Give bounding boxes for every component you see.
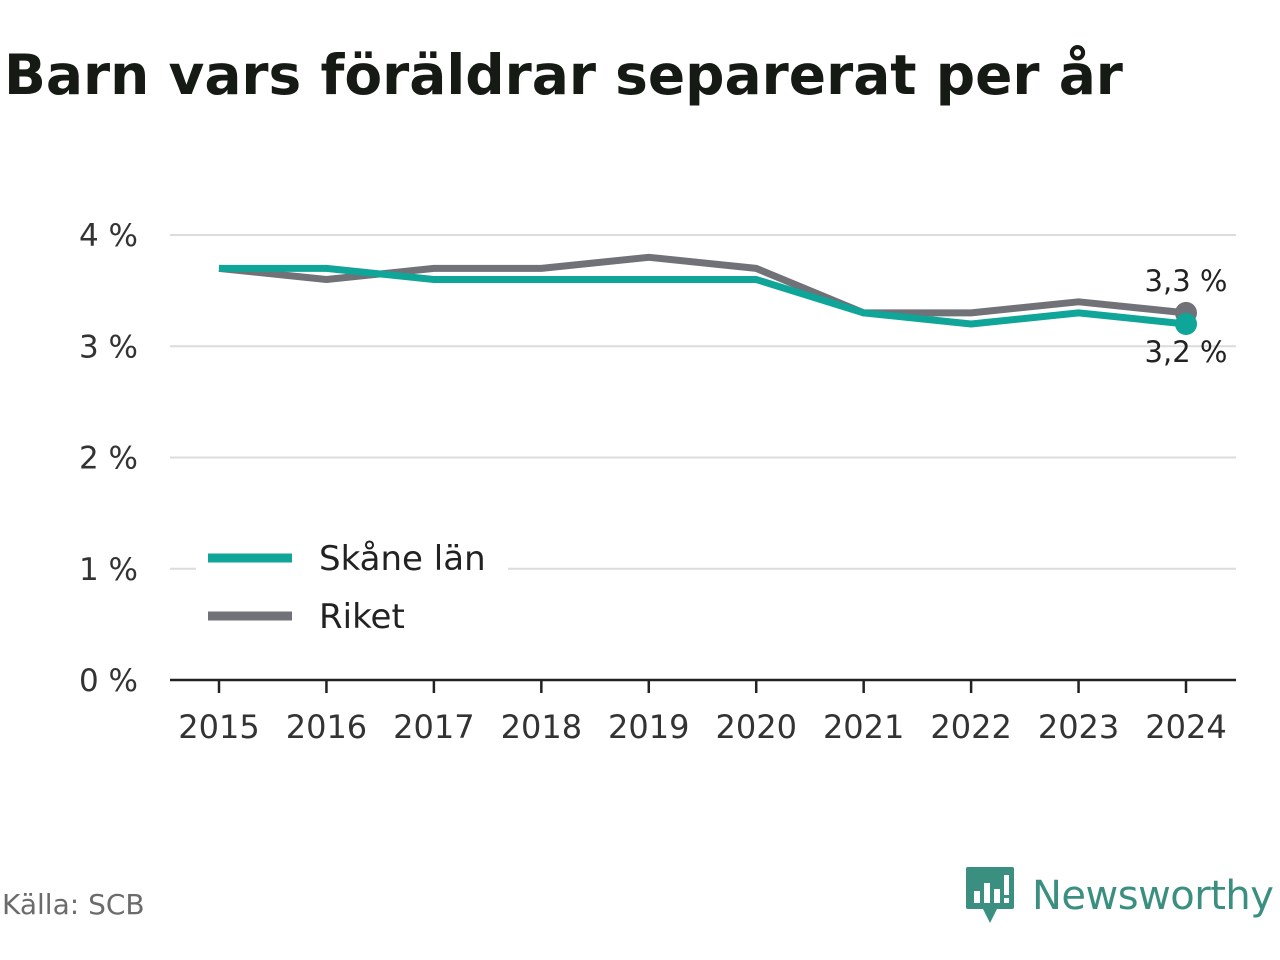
x-tick-label: 2018 (501, 708, 582, 746)
y-tick-label: 3 % (79, 329, 138, 365)
x-tick-label: 2023 (1038, 708, 1119, 746)
y-axis-tick-labels: 0 % 1 % 2 % 3 % 4 % (79, 218, 138, 699)
x-tick-label: 2022 (930, 708, 1011, 746)
series-line (218, 253, 1187, 317)
x-tick-label: 2020 (716, 708, 797, 746)
legend-label: Riket (319, 597, 405, 637)
legend-label: Skåne län (319, 539, 486, 579)
legend: Skåne län Riket (196, 532, 508, 638)
brand-name: Newsworthy (1032, 873, 1274, 919)
end-value-label: 3,2 % (1145, 335, 1228, 369)
series-lines (218, 253, 1197, 335)
x-tick-label: 2021 (823, 708, 904, 746)
x-axis-tick-labels: 2015 2016 2017 2018 2019 2020 2021 2022 2023 2024 (178, 708, 1226, 746)
source-note: Källa: SCB (2, 888, 145, 921)
end-labels: 3,3 % 3,2 % (1145, 264, 1228, 369)
grid-lines (170, 234, 1236, 570)
series-line (219, 264, 1187, 328)
end-value-label: 3,3 % (1145, 264, 1228, 298)
x-axis (170, 678, 1236, 693)
y-tick-label: 4 % (79, 218, 138, 254)
x-tick-label: 2015 (178, 708, 259, 746)
x-tick-label: 2017 (393, 708, 474, 746)
y-tick-label: 2 % (79, 441, 138, 477)
x-tick-label: 2016 (286, 708, 367, 746)
end-point-marker (1175, 313, 1197, 335)
y-tick-label: 1 % (79, 552, 138, 588)
x-tick-label: 2019 (608, 708, 689, 746)
brand: Newsworthy (964, 864, 1274, 928)
newsworthy-logo-icon (966, 867, 1014, 923)
x-tick-label: 2024 (1145, 708, 1226, 746)
y-tick-label: 0 % (79, 663, 138, 699)
chart-title: Barn vars föräldrar separerat per år (4, 43, 1123, 107)
